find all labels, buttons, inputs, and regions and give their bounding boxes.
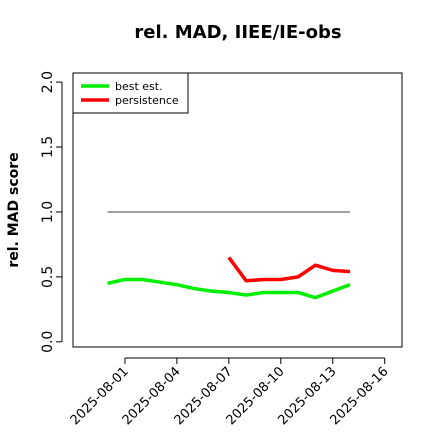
legend-label: best est. <box>115 80 163 93</box>
legend-label: persistence <box>115 94 179 107</box>
series-line <box>107 277 351 300</box>
y-tick-label: 2.0 <box>40 71 56 93</box>
legend-box <box>72 72 189 114</box>
y-tick-label: 1.0 <box>40 201 56 223</box>
chart-title: rel. MAD, IIEE/IE-obs <box>134 22 341 43</box>
y-tick-label: 0.0 <box>40 331 56 353</box>
y-tick-label: 0.5 <box>40 266 56 288</box>
y-axis-label: rel. MAD score <box>6 152 22 267</box>
y-tick-label: 1.5 <box>40 136 56 158</box>
plot-frame <box>72 72 403 348</box>
series-line <box>227 256 351 283</box>
